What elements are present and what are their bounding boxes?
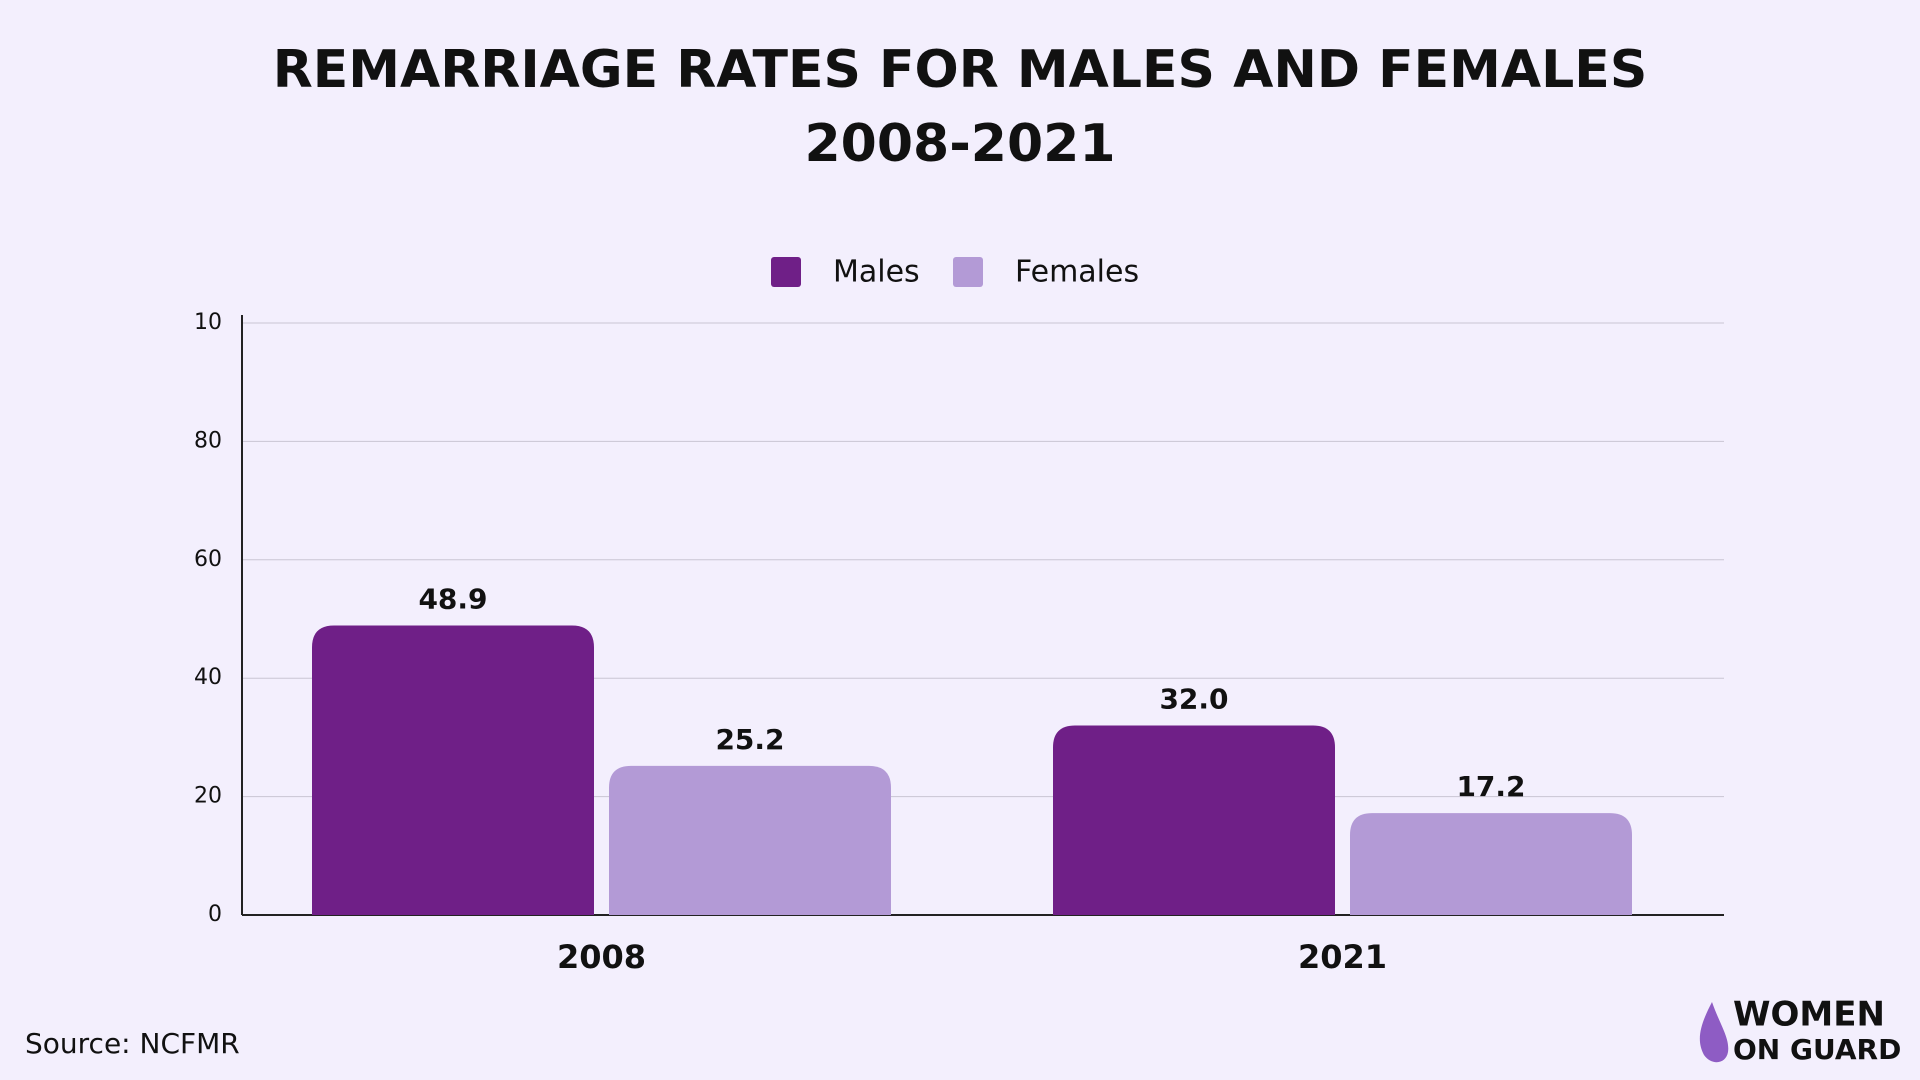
- value-label: 17.2: [1456, 770, 1525, 803]
- logo-icon: [1699, 1002, 1729, 1063]
- logo-text: WOMEN: [1733, 995, 1885, 1035]
- bar: [609, 765, 891, 915]
- y-tick-label: 20: [194, 784, 222, 809]
- legend-swatch: [771, 257, 801, 287]
- value-label: 25.2: [715, 723, 784, 756]
- bar: [312, 625, 594, 915]
- x-tick-label: 2021: [1298, 938, 1387, 976]
- y-tick-label: 10: [194, 310, 222, 335]
- y-tick-label: 60: [194, 547, 222, 572]
- y-tick-label: 80: [194, 428, 222, 453]
- y-tick-label: 40: [194, 665, 222, 690]
- bar: [1350, 813, 1632, 915]
- legend-swatch: [953, 257, 983, 287]
- logo-text: ON GUARD: [1733, 1033, 1901, 1066]
- legend-label: Females: [1015, 255, 1139, 290]
- chart-title: REMARRIAGE RATES FOR MALES AND FEMALES: [273, 40, 1648, 100]
- bar: [1053, 725, 1335, 915]
- source: Source: NCFMR: [25, 1027, 240, 1060]
- y-tick-label: 0: [208, 902, 222, 927]
- chart-title: 2008-2021: [804, 114, 1115, 174]
- x-tick-label: 2008: [557, 938, 646, 976]
- legend-label: Males: [833, 255, 920, 290]
- value-label: 32.0: [1159, 683, 1228, 716]
- value-label: 48.9: [418, 583, 487, 616]
